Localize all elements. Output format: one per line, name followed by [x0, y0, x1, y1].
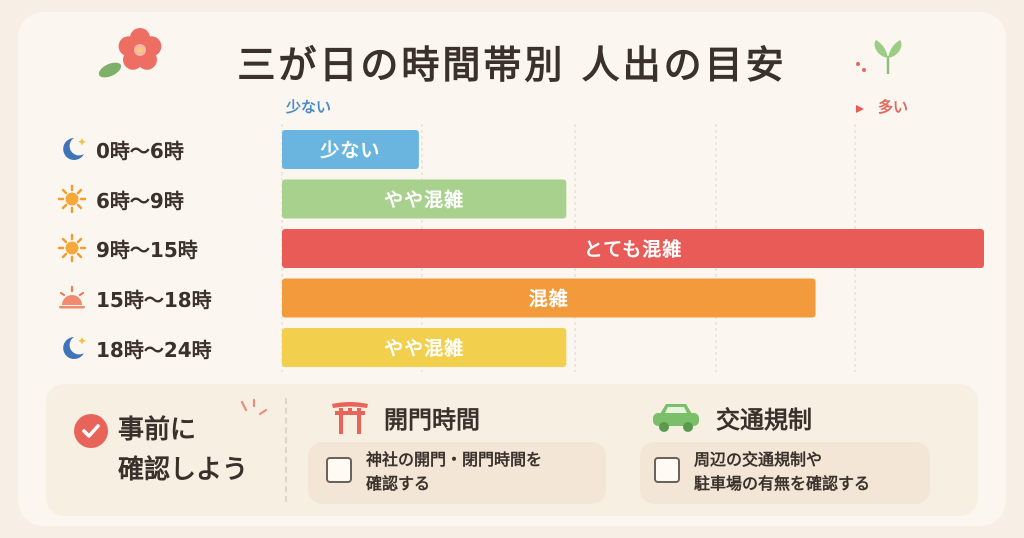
- scale-low-label: 少ない: [286, 98, 332, 116]
- row-label-1: 6時〜9時: [56, 181, 184, 217]
- gate-hours-checkbox[interactable]: [326, 457, 352, 483]
- bar-label-0: 少ない: [319, 140, 380, 162]
- traffic-text: 周辺の交通規制や 駐車場の有無を確認する: [694, 448, 870, 496]
- row-label-0: 0時〜6時: [56, 131, 184, 167]
- torii-icon: [332, 402, 368, 434]
- gate-hours-line-2: 確認する: [366, 474, 431, 493]
- bar-label-3: 混雑: [529, 287, 569, 310]
- bar-3: [282, 278, 816, 318]
- scale-high-label: 多い: [878, 98, 909, 116]
- bar-label-1: やや混雑: [384, 188, 464, 211]
- row-category: 0時〜6時: [96, 138, 184, 163]
- bar-4: [282, 328, 567, 367]
- bar-1: [282, 179, 567, 219]
- moon-icon: [56, 134, 96, 164]
- bar-label-4: やや混雑: [384, 337, 464, 360]
- sun-icon: [56, 184, 96, 214]
- confirm-heading: 事前に 確認しよう: [118, 410, 278, 490]
- row-category: 15時〜18時: [96, 287, 212, 312]
- row-label-2: 9時〜15時: [56, 230, 198, 266]
- page-title: 三が日の時間帯別 人出の目安: [237, 43, 787, 87]
- sun-icon: [56, 233, 96, 263]
- plum-blossom-icon: [98, 28, 162, 78]
- gate-hours-text: 神社の開門・閉門時間を 確認する: [366, 448, 542, 496]
- row-label-3: 15時〜18時: [56, 280, 212, 316]
- row-category: 9時〜15時: [96, 237, 198, 262]
- scale-arrow: [357, 105, 864, 113]
- traffic-line-2: 駐車場の有無を確認する: [694, 474, 871, 493]
- bar-label-2: とても混雑: [584, 238, 682, 261]
- bar-2: [282, 229, 984, 268]
- car-icon: [653, 404, 699, 432]
- ginkgo-leaf-icon: [856, 40, 902, 74]
- traffic-item[interactable]: [640, 442, 930, 504]
- sunset-icon: [56, 283, 96, 313]
- row-category: 6時〜9時: [96, 188, 184, 213]
- bar-0: [282, 130, 419, 169]
- gate-hours-item[interactable]: [308, 442, 606, 504]
- sparkle-lines-icon: [240, 398, 268, 416]
- row-category: 18時〜24時: [96, 337, 212, 362]
- section-title-traffic: 交通規制: [716, 406, 812, 434]
- row-label-4: 18時〜24時: [56, 330, 212, 366]
- traffic-line-1: 周辺の交通規制や: [694, 450, 823, 469]
- gate-hours-line-1: 神社の開門・閉門時間を: [366, 450, 543, 469]
- moon-icon: [56, 333, 96, 363]
- confirm-line-2: 確認しよう: [118, 455, 249, 485]
- confirm-line-1: 事前に: [118, 415, 197, 445]
- panel-divider: [285, 398, 287, 502]
- crowd-scale: 少ない 多い: [286, 96, 926, 120]
- traffic-checkbox[interactable]: [654, 457, 680, 483]
- check-icon: [74, 414, 108, 448]
- section-title-gate-hours: 開門時間: [384, 406, 480, 434]
